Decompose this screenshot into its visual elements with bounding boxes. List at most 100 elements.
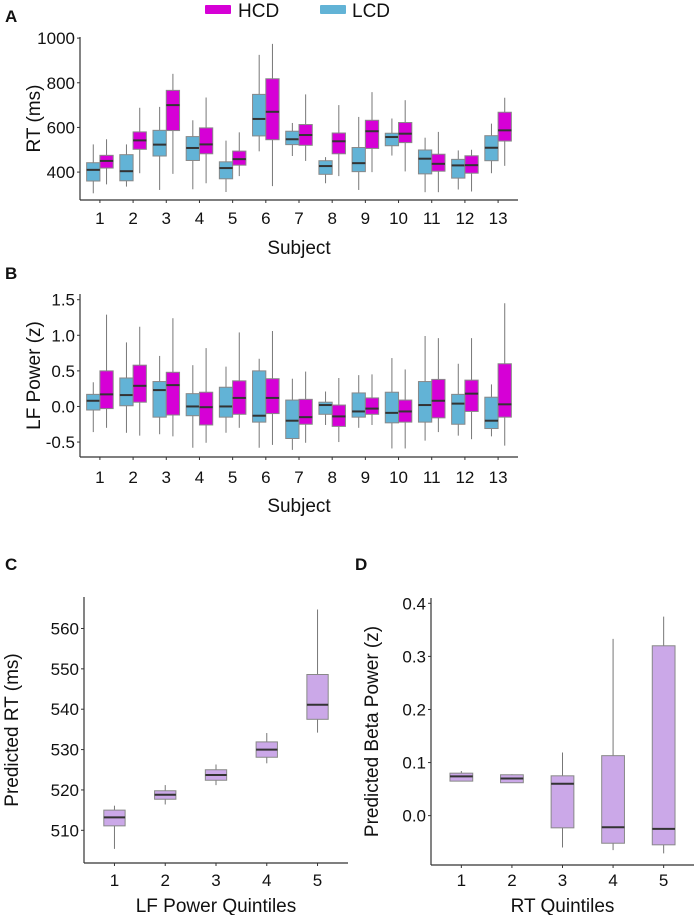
boxplot	[417, 137, 433, 193]
boxplot	[198, 97, 214, 184]
y-tick-label: 800	[47, 74, 75, 93]
boxplot	[431, 338, 446, 433]
box	[550, 775, 575, 829]
x-tick-label: 3	[162, 468, 171, 487]
box	[451, 158, 466, 179]
y-tick-label: 1000	[37, 29, 75, 48]
x-tick-label: 6	[261, 209, 270, 228]
boxplot	[318, 391, 333, 425]
x-tick-label: 4	[262, 871, 271, 890]
boxplot	[99, 139, 114, 185]
x-tick-label: 9	[361, 468, 370, 487]
box	[232, 150, 247, 166]
y-tick-label: 0.5	[51, 362, 75, 381]
boxplot	[86, 382, 101, 433]
box	[417, 149, 433, 175]
box	[185, 393, 200, 417]
box	[306, 673, 329, 720]
x-tick-label: 5	[228, 209, 237, 228]
x-tick-label: 2	[128, 468, 137, 487]
boxplot	[431, 131, 446, 193]
boxplot	[651, 616, 676, 854]
boxplot	[154, 785, 177, 805]
y-tick-label: 510	[51, 821, 79, 840]
boxplot	[232, 132, 247, 177]
boxplot	[484, 384, 499, 437]
panel-d: D 0.0 0.1 0.2 0.3 0.4 1 2 3 4 5 RT Quintiles Predict…	[355, 555, 694, 915]
boxplot	[451, 363, 466, 436]
y-tick-label: 0.3	[402, 647, 426, 666]
boxplot	[252, 54, 267, 152]
x-tick-label: 4	[195, 468, 204, 487]
boxplot	[86, 144, 101, 194]
y-tick-label: 550	[51, 660, 79, 679]
x-tick-label: 13	[489, 209, 508, 228]
x-tick-label: 4	[195, 209, 204, 228]
x-tick-label: 1	[95, 209, 104, 228]
boxplot	[132, 107, 147, 174]
boxplot	[364, 92, 380, 173]
x-tick-label: 3	[558, 871, 567, 890]
y-axis-title: LF Power (z)	[24, 321, 45, 430]
y-tick-label: 560	[51, 619, 79, 638]
box	[364, 119, 380, 149]
boxplot	[550, 752, 575, 848]
box	[198, 391, 214, 426]
box	[265, 378, 280, 415]
boxplot	[204, 764, 228, 786]
box	[497, 363, 512, 418]
box	[86, 393, 101, 411]
x-tick-label: 1	[95, 468, 104, 487]
box	[384, 391, 400, 424]
x-tick-label: 2	[507, 871, 516, 890]
y-axis-title: Predicted RT (ms)	[2, 653, 23, 806]
boxplot	[265, 43, 280, 187]
box	[152, 381, 167, 418]
boxplot	[298, 371, 313, 443]
box	[351, 392, 366, 418]
boxplot	[484, 123, 499, 174]
x-tick-label: 10	[389, 468, 408, 487]
y-tick-label: 0.1	[402, 754, 426, 773]
x-tick-label: 5	[313, 871, 322, 890]
legend-label-hcd: HCD	[238, 1, 279, 22]
y-tick-label: 1.0	[51, 326, 75, 345]
boxplot	[384, 358, 400, 449]
boxplot	[185, 365, 200, 448]
boxplot	[285, 122, 300, 157]
box	[431, 378, 446, 419]
boxplot	[218, 366, 234, 433]
y-axis-title: RT (ms)	[24, 85, 45, 153]
y-tick-label: 0.4	[402, 594, 426, 613]
x-tick-label: 1	[110, 871, 119, 890]
boxplot	[152, 355, 167, 435]
boxplot	[451, 150, 466, 190]
boxplot	[306, 609, 329, 733]
box	[451, 393, 466, 425]
box	[431, 153, 446, 172]
panel-label: C	[5, 555, 17, 574]
boxplot	[252, 358, 267, 448]
legend: HCD LCD	[205, 1, 390, 22]
boxplot	[398, 100, 413, 172]
boxplot	[119, 144, 134, 187]
series-predicted-rt	[103, 609, 329, 849]
box	[384, 132, 400, 147]
y-tick-label: 1.5	[51, 291, 75, 310]
boxplot	[364, 374, 380, 425]
boxplot	[497, 97, 512, 166]
x-tick-label: 2	[128, 209, 137, 228]
y-tick-label: 600	[47, 118, 75, 137]
x-axis-title: RT Quintiles	[511, 896, 615, 915]
series-lcd	[86, 54, 499, 194]
x-tick-label: 8	[327, 209, 336, 228]
boxplot	[351, 116, 366, 190]
box	[198, 127, 214, 155]
boxplot	[331, 105, 346, 177]
x-tick-label: 6	[261, 468, 270, 487]
x-tick-label: 12	[455, 209, 474, 228]
box	[331, 132, 346, 155]
y-tick-label: -0.5	[46, 433, 75, 452]
y-tick-label: 0.2	[402, 700, 426, 719]
